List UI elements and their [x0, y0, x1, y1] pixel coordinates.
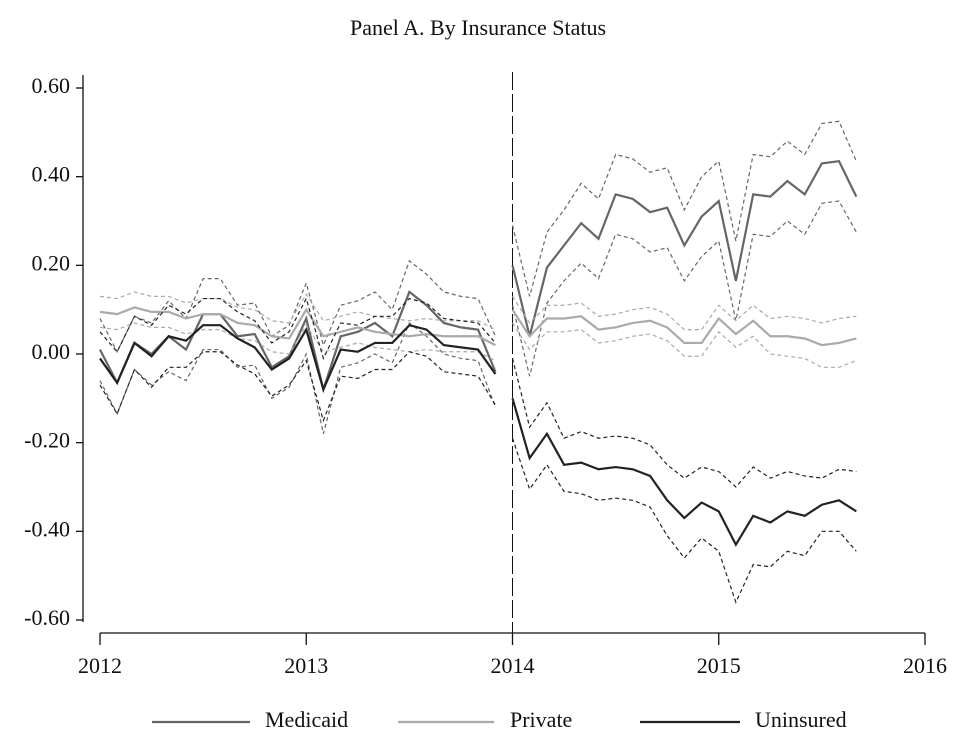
series-line: [99, 290, 497, 394]
x-tick-label: 2016: [903, 653, 947, 678]
y-tick-label: 0.60: [32, 73, 71, 98]
legend-label: Medicaid: [265, 707, 348, 732]
y-tick-label: 0.40: [32, 162, 71, 187]
ci-upper: [99, 259, 496, 354]
x-tick-label: 2012: [78, 653, 122, 678]
ci-lower: [99, 351, 496, 423]
series-line: [99, 306, 496, 347]
y-tick-label: -0.20: [24, 428, 70, 453]
series-line: [511, 309, 857, 347]
x-tick-label: 2015: [697, 653, 741, 678]
ci-upper: [99, 291, 496, 331]
x-tick-label: 2013: [284, 653, 328, 678]
ci-upper: [99, 296, 496, 361]
series-line: [99, 323, 497, 393]
ci-upper: [511, 120, 857, 297]
y-tick-label: 0.20: [32, 250, 71, 275]
ci-lower: [511, 200, 857, 377]
series-line: [511, 398, 857, 547]
y-tick-label: 0.00: [32, 339, 71, 364]
x-tick-label: 2014: [491, 653, 535, 678]
legend-label: Uninsured: [755, 707, 847, 732]
ci-lower: [511, 438, 857, 604]
ci-lower: [511, 322, 857, 368]
y-tick-label: -0.60: [24, 605, 70, 630]
legend-label: Private: [510, 707, 572, 732]
ci-lower: [99, 322, 496, 434]
series-line: [511, 159, 858, 337]
ci-upper: [511, 296, 857, 331]
ci-lower: [99, 322, 496, 362]
y-tick-label: -0.40: [24, 516, 70, 541]
chart-title: Panel A. By Insurance Status: [350, 15, 606, 40]
ci-upper: [511, 358, 857, 488]
